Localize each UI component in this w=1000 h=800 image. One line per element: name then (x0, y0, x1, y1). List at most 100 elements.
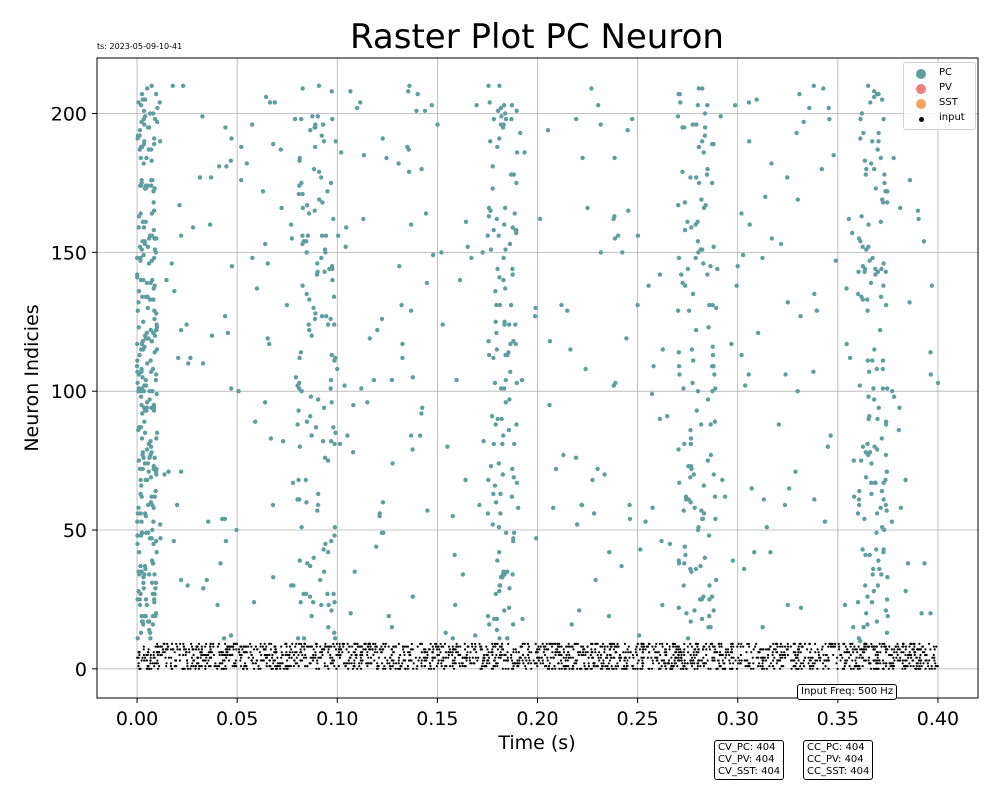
pc-spike (481, 439, 486, 444)
pc-spike (493, 289, 498, 294)
input-spike (371, 648, 374, 651)
input-spike (668, 648, 671, 651)
pc-spike (693, 566, 699, 572)
input-spike (772, 659, 775, 662)
input-spike (771, 651, 774, 654)
input-spike (930, 665, 933, 668)
input-spike (266, 653, 269, 657)
pc-spike (244, 161, 249, 166)
input-spike (875, 645, 878, 648)
input-spike (415, 667, 418, 670)
input-spike (431, 651, 434, 654)
input-spike (244, 662, 247, 665)
pc-spike (866, 369, 872, 374)
pc-spike (380, 136, 385, 141)
pc-spike (573, 455, 579, 460)
input-spike (247, 645, 250, 648)
input-spike (535, 651, 538, 654)
pc-spike (681, 583, 686, 588)
input-spike (337, 648, 341, 651)
pc-spike (316, 83, 322, 89)
pc-spike (221, 636, 227, 641)
input-spike (499, 651, 502, 654)
input-spike (138, 667, 141, 670)
pc-spike (329, 89, 334, 94)
pc-spike (141, 108, 147, 114)
input-spike (598, 651, 601, 654)
pc-spike (146, 469, 151, 474)
input-spike (696, 665, 700, 668)
input-spike (732, 645, 735, 648)
pc-spike (708, 452, 714, 458)
pc-spike (635, 302, 640, 308)
input-spike (306, 665, 309, 668)
input-spike (350, 662, 353, 665)
input-spike (865, 648, 868, 651)
input-spike (904, 665, 907, 668)
input-spike (328, 645, 331, 648)
input-spike (762, 667, 766, 670)
pc-spike (270, 502, 276, 508)
pc-spike (142, 122, 147, 127)
pc-spike (864, 166, 869, 172)
input-spike (449, 665, 452, 668)
input-spike (725, 653, 728, 657)
input-spike (355, 656, 358, 659)
pc-spike (344, 225, 349, 230)
input-spike (338, 651, 341, 654)
input-spike (554, 653, 557, 657)
pc-spike (319, 255, 324, 261)
pc-spike (301, 239, 306, 244)
input-spike (764, 648, 768, 651)
pc-spike (152, 283, 157, 288)
input-spike (403, 645, 406, 648)
input-spike (784, 656, 787, 659)
input-spike (562, 651, 566, 654)
input-spike (677, 651, 681, 654)
input-spike (754, 645, 757, 648)
pc-spike (152, 186, 157, 191)
input-spike (576, 667, 579, 670)
pc-spike (694, 175, 699, 180)
pc-spike (870, 255, 875, 261)
pc-spike (149, 405, 154, 410)
pc-spike (497, 588, 502, 594)
input-spike (438, 648, 441, 651)
input-spike (901, 662, 904, 665)
input-spike (443, 667, 446, 670)
input-spike (239, 665, 242, 668)
input-spike (535, 662, 538, 665)
input-spike (395, 662, 398, 665)
input-spike (693, 667, 696, 670)
pc-spike (289, 583, 294, 588)
input-spike (718, 645, 721, 648)
input-spike (312, 648, 315, 651)
input-spike (737, 642, 740, 646)
input-spike (832, 653, 835, 657)
cv-pv-text: CV_PV: 404 (718, 754, 775, 765)
input-spike (335, 653, 338, 657)
input-spike (728, 653, 731, 657)
input-spike (641, 667, 644, 670)
pc-spike (166, 469, 171, 474)
input-spike (904, 667, 907, 670)
input-spike (499, 656, 502, 659)
pc-spike (389, 377, 395, 383)
input-spike (832, 645, 835, 648)
input-spike (327, 667, 330, 670)
pc-spike (149, 339, 154, 344)
input-spike (749, 667, 753, 670)
pc-spike (351, 402, 356, 408)
pc-spike (141, 580, 146, 585)
legend-marker-sst (916, 99, 926, 109)
input-spike (706, 659, 709, 662)
pc-spike (153, 91, 159, 97)
x-tick-label-8: 0.40 (917, 708, 959, 730)
input-spike (252, 656, 255, 659)
pc-spike (486, 352, 492, 358)
input-spike (687, 651, 690, 654)
input-spike (910, 656, 913, 659)
input-spike (233, 662, 236, 665)
input-spike (406, 665, 409, 668)
input-spike (771, 665, 775, 668)
